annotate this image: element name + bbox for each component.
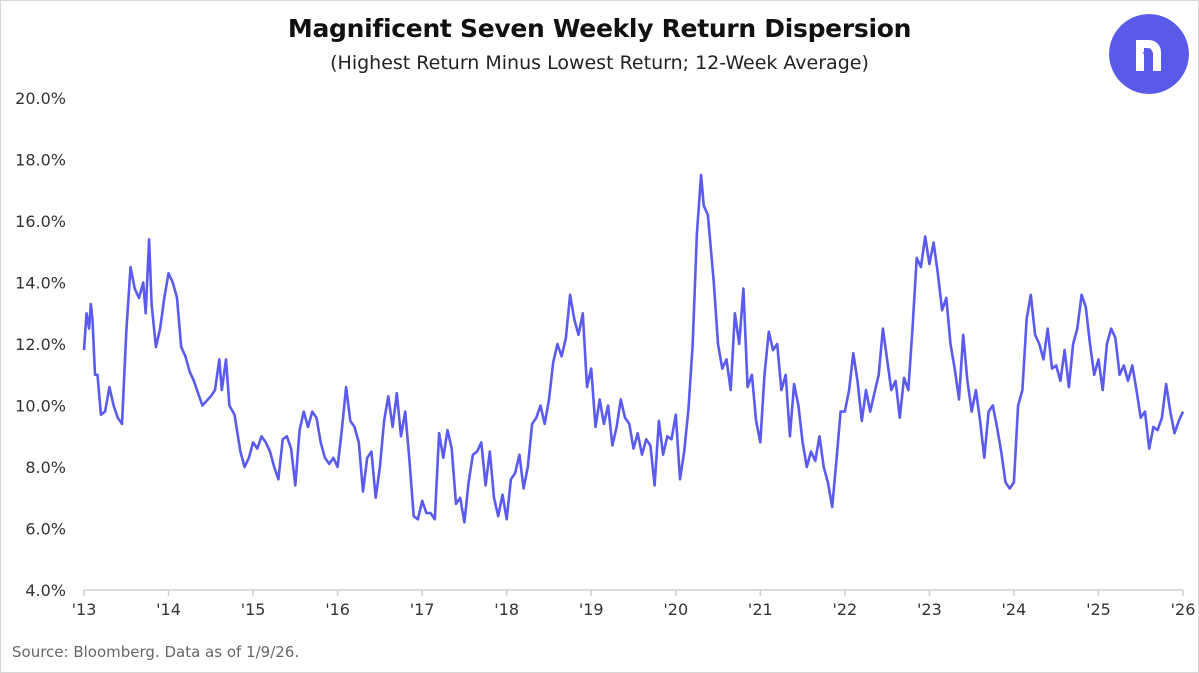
x-tick-label: '22 xyxy=(832,600,857,619)
y-tick-label: 14.0% xyxy=(15,274,66,293)
x-tick-label: '24 xyxy=(1002,600,1027,619)
x-tick-label: '23 xyxy=(917,600,942,619)
x-tick-label: '15 xyxy=(241,600,266,619)
x-tick-label: '19 xyxy=(579,600,604,619)
x-tick-label: '25 xyxy=(1086,600,1111,619)
y-tick-label: 12.0% xyxy=(15,335,66,354)
x-tick-label: '16 xyxy=(325,600,350,619)
y-tick-label: 20.0% xyxy=(15,89,66,108)
source-note: Source: Bloomberg. Data as of 1/9/26. xyxy=(12,643,300,661)
chart-subtitle: (Highest Return Minus Lowest Return; 12-… xyxy=(330,52,869,74)
y-tick-label: 8.0% xyxy=(25,458,66,477)
y-tick-label: 6.0% xyxy=(25,520,66,539)
x-tick-label: '17 xyxy=(410,600,435,619)
x-tick-label: '20 xyxy=(663,600,688,619)
y-axis: 4.0% 6.0% 8.0% 10.0% 12.0% 14.0% 16.0% 18.0% 20.… xyxy=(15,89,66,600)
x-tick-label: '26 xyxy=(1171,600,1196,619)
chart-title: Magnificent Seven Weekly Return Dispersi… xyxy=(287,14,912,43)
x-tick-label: '21 xyxy=(748,600,773,619)
y-tick-label: 16.0% xyxy=(15,212,66,231)
y-tick-label: 18.0% xyxy=(15,151,66,170)
x-tick-label: '14 xyxy=(156,600,181,619)
y-tick-label: 10.0% xyxy=(15,397,66,416)
series-line-dispersion xyxy=(82,173,1185,524)
x-tick-label: '13 xyxy=(72,600,97,619)
x-axis: '13 '14 '15 '16 '17 '18 '19 '20 '21 '22 '23 '24 '25 '… xyxy=(72,589,1196,619)
x-tick-label: '18 xyxy=(494,600,519,619)
y-tick-label: 4.0% xyxy=(25,581,66,600)
brand-logo-icon xyxy=(1109,14,1189,94)
